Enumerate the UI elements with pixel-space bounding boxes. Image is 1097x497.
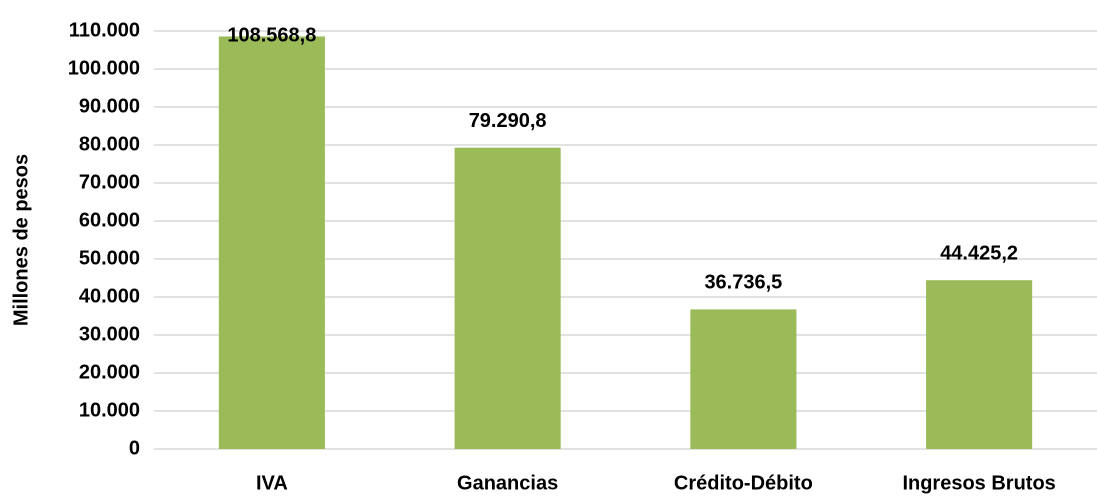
y-tick-label: 30.000 <box>79 323 140 345</box>
y-tick-label: 40.000 <box>79 285 140 307</box>
bar <box>454 147 561 450</box>
y-tick-label: 80.000 <box>79 133 140 155</box>
x-tick-label: IVA <box>256 472 288 494</box>
y-tick-label: 100.000 <box>68 57 140 79</box>
x-tick-label: Ganancias <box>457 472 558 494</box>
bar <box>218 36 325 449</box>
y-tick-label: 70.000 <box>79 171 140 193</box>
y-axis-label: Millones de pesos <box>10 154 32 326</box>
bar <box>926 280 1033 449</box>
data-label: 36.736,5 <box>704 272 782 294</box>
x-tick-label: Crédito-Débito <box>674 472 813 494</box>
data-label: 44.425,2 <box>940 242 1018 264</box>
y-tick-label: 0 <box>129 437 140 459</box>
y-tick-label: 60.000 <box>79 209 140 231</box>
y-tick-label: 110.000 <box>69 19 140 41</box>
data-label: 108.568,8 <box>227 24 316 46</box>
x-tick-label: Ingresos Brutos <box>902 472 1055 494</box>
data-label: 79.290,8 <box>469 110 547 132</box>
y-tick-label: 10.000 <box>79 399 140 421</box>
y-tick-label: 50.000 <box>79 247 140 269</box>
y-tick-label: 90.000 <box>79 95 140 117</box>
y-tick-label: 20.000 <box>79 361 140 383</box>
bar <box>690 309 797 449</box>
